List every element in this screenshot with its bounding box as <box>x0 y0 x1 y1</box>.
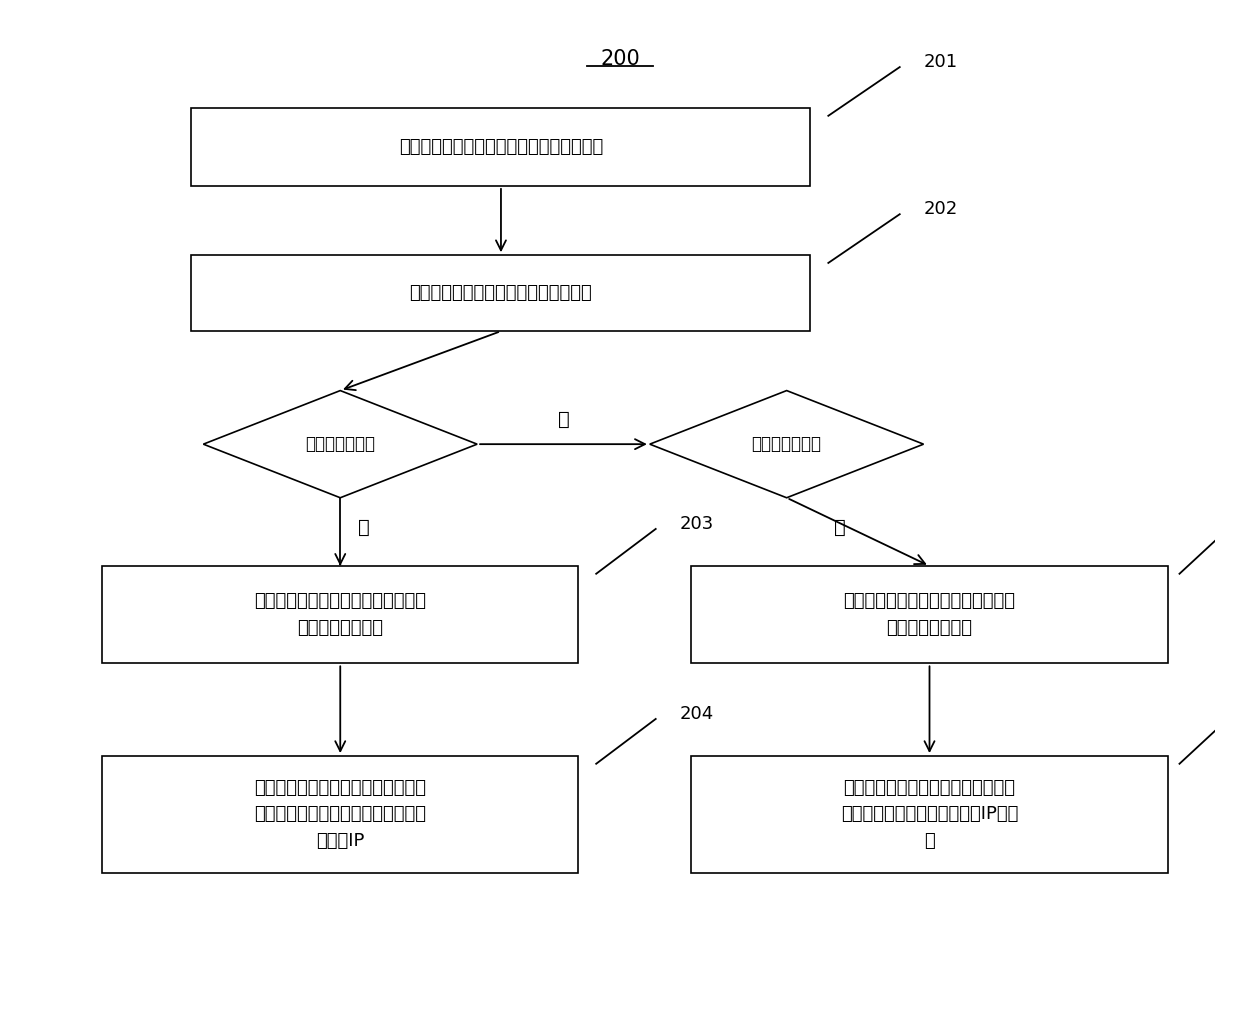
Text: 将监控信息与预设的伸缩规则进行匹配: 将监控信息与预设的伸缩规则进行匹配 <box>409 284 593 302</box>
FancyBboxPatch shape <box>191 108 811 186</box>
Text: 200: 200 <box>600 50 640 69</box>
FancyBboxPatch shape <box>102 566 578 664</box>
Text: 根据预设的负载均衡模式将用于扩容
的资源挂载到负载均衡设备或直接接
入公网IP: 根据预设的负载均衡模式将用于扩容 的资源挂载到负载均衡设备或直接接 入公网IP <box>254 780 427 850</box>
Text: 是: 是 <box>358 518 370 537</box>
Text: 202: 202 <box>924 200 957 218</box>
Polygon shape <box>650 391 924 497</box>
Text: 是: 是 <box>835 518 846 537</box>
FancyBboxPatch shape <box>692 756 1168 873</box>
Text: 否: 否 <box>558 410 569 429</box>
Text: 根据预设的负载均衡模式将用于缩容
的资源从负载均衡设备或公网IP中卸
载: 根据预设的负载均衡模式将用于缩容 的资源从负载均衡设备或公网IP中卸 载 <box>841 780 1018 850</box>
Text: 201: 201 <box>924 53 957 71</box>
FancyBboxPatch shape <box>102 756 578 873</box>
Text: 满足扩容条件？: 满足扩容条件？ <box>305 435 376 453</box>
Text: 满足缩容条件？: 满足缩容条件？ <box>751 435 822 453</box>
Text: 204: 204 <box>680 705 714 723</box>
FancyBboxPatch shape <box>191 255 811 331</box>
FancyBboxPatch shape <box>692 566 1168 664</box>
Text: 根据伸缩规则从预定的伸缩组中选择
出用于缩容的资源: 根据伸缩规则从预定的伸缩组中选择 出用于缩容的资源 <box>843 593 1016 636</box>
Text: 203: 203 <box>680 515 714 533</box>
Text: 根据伸缩规则从预定的伸缩组中选择
出用于扩容的资源: 根据伸缩规则从预定的伸缩组中选择 出用于扩容的资源 <box>254 593 427 636</box>
Polygon shape <box>203 391 477 497</box>
Text: 获取云服务系统中至少一种资源的监控信息: 获取云服务系统中至少一种资源的监控信息 <box>399 138 603 156</box>
